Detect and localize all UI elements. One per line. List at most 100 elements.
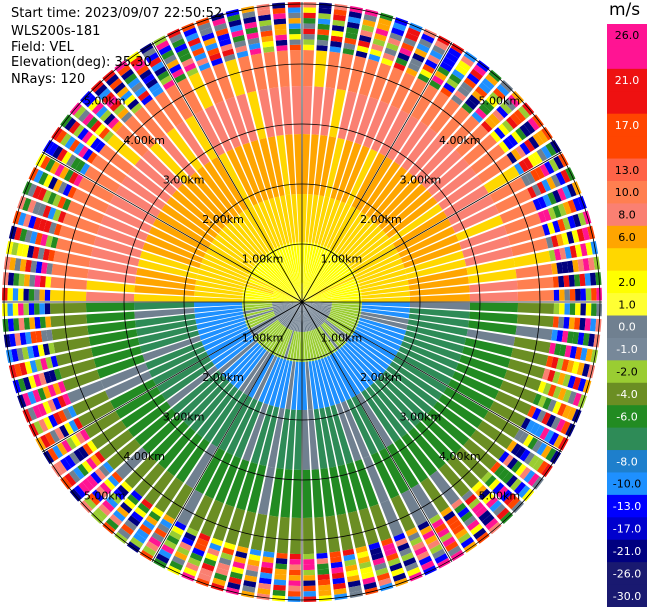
noise-gate: [418, 555, 433, 566]
velocity-gate: [326, 203, 351, 249]
colorbar-bin: [607, 293, 647, 316]
noise-gate: [42, 189, 52, 203]
noise-gate: [109, 78, 123, 91]
noise-gate: [40, 357, 48, 371]
velocity-gate: [185, 443, 218, 489]
noise-gate: [515, 127, 527, 141]
noise-gate: [142, 545, 157, 557]
noise-gate: [245, 26, 258, 35]
noise-gate: [419, 525, 433, 536]
noise-gate: [9, 333, 17, 347]
velocity-gate: [266, 326, 286, 353]
velocity-gate: [314, 328, 329, 357]
velocity-gate: [136, 267, 197, 285]
velocity-gate: [447, 194, 494, 226]
noise-gate: [228, 576, 242, 585]
velocity-gate: [331, 299, 362, 302]
velocity-gate: [242, 303, 273, 308]
noise-gate: [573, 274, 581, 287]
noise-gate: [317, 29, 330, 36]
noise-gate: [233, 556, 247, 564]
noise-gate: [393, 532, 406, 542]
velocity-gate: [166, 433, 203, 477]
velocity-gate: [386, 443, 419, 489]
noise-gate: [481, 471, 493, 484]
velocity-gate: [390, 494, 416, 532]
noise-gate: [372, 38, 386, 47]
noise-gate: [553, 434, 564, 449]
velocity-gate: [302, 292, 331, 302]
noise-gate: [289, 564, 301, 570]
noise-gate: [348, 11, 362, 19]
noise-gate: [223, 542, 236, 551]
velocity-gate: [386, 115, 419, 161]
velocity-gate: [67, 200, 105, 224]
velocity-gate: [455, 362, 504, 389]
velocity-gate: [124, 455, 157, 489]
noise-gate: [506, 440, 518, 453]
velocity-gate: [365, 166, 408, 218]
colorbar-unit: m/s: [609, 0, 641, 20]
velocity-gate: [255, 320, 280, 342]
noise-gate: [227, 14, 241, 23]
noise-gate: [27, 391, 37, 405]
noise-gate: [174, 73, 187, 84]
noise-gate: [183, 566, 198, 577]
velocity-gate: [346, 93, 368, 142]
velocity-gate: [158, 427, 196, 470]
noise-gate: [257, 9, 271, 17]
noise-gate: [95, 105, 108, 119]
velocity-gate: [269, 87, 284, 136]
noise-gate: [223, 53, 236, 62]
noise-gate: [73, 142, 85, 155]
noise-gate: [98, 464, 110, 477]
noise-gate: [391, 27, 405, 37]
noise-gate: [303, 39, 315, 45]
noise-gate: [520, 174, 531, 187]
velocity-gate: [78, 177, 115, 204]
noise-gate: [481, 513, 495, 526]
range-ring-label: 4.00km: [439, 134, 481, 147]
colorbar: 26.021.017.013.010.08.06.02.01.00.0-1.0-…: [607, 24, 647, 607]
noise-gate: [395, 57, 408, 67]
noise-gate: [86, 116, 98, 129]
noise-gate: [424, 534, 438, 545]
noise-gate: [73, 174, 84, 187]
velocity-gate: [289, 302, 302, 330]
noise-gate: [133, 60, 147, 72]
noise-gate: [27, 199, 37, 213]
noise-gate: [274, 29, 287, 36]
noise-gate: [547, 369, 556, 382]
velocity-gate: [288, 274, 302, 302]
noise-gate: [198, 62, 211, 72]
noise-gate: [589, 318, 597, 332]
velocity-gate: [400, 78, 427, 115]
velocity-gate: [242, 302, 273, 305]
noise-gate: [547, 192, 557, 205]
noise-gate: [2, 287, 8, 301]
noise-gate: [47, 384, 57, 397]
noise-gate: [523, 120, 536, 134]
noise-gate: [519, 142, 531, 155]
velocity-gate: [142, 415, 183, 455]
velocity-gate: [144, 470, 175, 506]
noise-gate: [70, 157, 82, 170]
noise-gate: [155, 553, 170, 564]
noise-gate: [179, 52, 192, 63]
noise-gate: [518, 431, 529, 444]
noise-gate: [124, 519, 138, 531]
noise-gate: [248, 42, 261, 51]
noise-gate: [289, 569, 301, 576]
velocity-gate: [259, 323, 282, 347]
velocity-gate: [226, 148, 258, 206]
noise-gate: [553, 343, 562, 356]
noise-gate: [148, 56, 162, 68]
noise-gate: [384, 547, 397, 557]
noise-gate: [213, 22, 228, 32]
velocity-gate: [351, 395, 386, 452]
velocity-gate: [447, 115, 480, 149]
noise-gate: [186, 67, 199, 77]
noise-gate: [471, 111, 484, 123]
noise-gate: [536, 442, 548, 456]
noise-gate: [346, 574, 360, 583]
